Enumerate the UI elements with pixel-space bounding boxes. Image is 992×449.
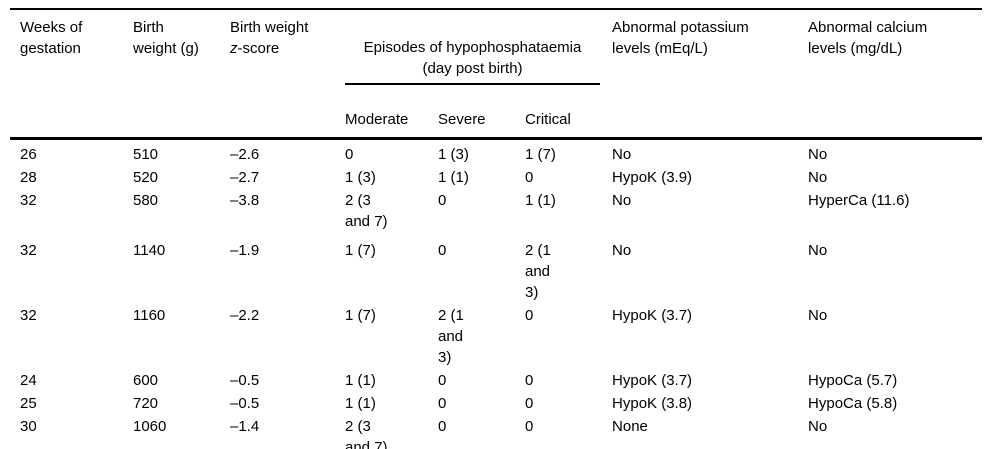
table-row: 32 580 –3.8 2 (3 and 7) 0 1 (1) No Hyper…	[10, 189, 982, 239]
table-cell: 0	[438, 395, 447, 412]
col-header-birth-weight: Birth weight (g)	[133, 9, 230, 140]
table-cell: 32	[20, 307, 37, 324]
table-cell: –0.5	[230, 395, 260, 412]
table-cell: 600	[133, 372, 159, 389]
table-cell: 0	[525, 418, 534, 435]
table-row: 25 720 –0.5 1 (1) 0 0 HypoK (3.8) HypoCa…	[10, 392, 982, 415]
table-cell: –2.6	[230, 146, 260, 163]
table-cell: –3.8	[230, 192, 260, 209]
zscore-text: Birth weight	[230, 19, 309, 36]
table-cell: 1 (1)	[438, 169, 469, 186]
col-header-moderate: Moderate	[345, 106, 438, 140]
table-cell: –1.9	[230, 242, 260, 259]
col-header-weeks: Weeks of gestation	[10, 9, 133, 140]
table-cell: 0	[345, 146, 354, 163]
table-row: 26 510 –2.6 0 1 (3) 1 (7) No No	[10, 139, 982, 167]
table-cell: 2 (3 and 7)	[345, 192, 388, 230]
table-cell: No	[808, 307, 828, 324]
table-cell: 2 (1 and 3)	[525, 242, 551, 301]
table-cell: –1.4	[230, 418, 260, 435]
table-cell: No	[808, 418, 828, 435]
table-cell: 32	[20, 242, 37, 259]
table-cell: –0.5	[230, 372, 260, 389]
table-cell: HypoK (3.7)	[612, 372, 693, 389]
table-cell: No	[612, 192, 632, 209]
table-cell: No	[612, 146, 632, 163]
episodes-group-title: Episodes of hypophosphataemia (day post …	[345, 37, 601, 85]
table-cell: 0	[438, 372, 447, 389]
table-row: 24 600 –0.5 1 (1) 0 0 HypoK (3.7) HypoCa…	[10, 369, 982, 392]
table-body: 26 510 –2.6 0 1 (3) 1 (7) No No 28 520 –…	[10, 139, 982, 449]
table-cell: 0	[525, 372, 534, 389]
table-cell: 1 (7)	[525, 146, 556, 163]
table-cell: No	[808, 146, 828, 163]
table-row: 32 1160 –2.2 1 (7) 2 (1 and 3) 0 HypoK (…	[10, 304, 982, 369]
table-header: Weeks of gestation Birth weight (g) Birt…	[10, 9, 983, 140]
table-cell: HypoK (3.9)	[612, 169, 693, 186]
table-cell: 0	[525, 395, 534, 412]
table-cell: No	[808, 242, 828, 259]
table-row: 28 520 –2.7 1 (3) 1 (1) 0 HypoK (3.9) No	[10, 166, 982, 189]
table-cell: 580	[133, 192, 159, 209]
table-cell: 26	[20, 146, 37, 163]
col-header-calcium: Abnormal calcium levels (mg/dL)	[808, 9, 983, 140]
table-cell: 2 (3 and 7)	[345, 418, 388, 449]
col-header-zscore: Birth weight z-score	[230, 9, 345, 140]
table-cell: 0	[438, 418, 447, 435]
table-cell: None	[612, 418, 648, 435]
col-header-episodes-group: Episodes of hypophosphataemia (day post …	[345, 9, 612, 106]
table-cell: 1 (1)	[345, 395, 376, 412]
table-cell: 1 (7)	[345, 307, 376, 324]
table-cell: 0	[438, 192, 447, 209]
table-cell: 1 (7)	[345, 242, 376, 259]
table-cell: 1 (1)	[525, 192, 556, 209]
table-cell: HypoCa (5.8)	[808, 395, 898, 412]
table-row: 32 1140 –1.9 1 (7) 0 2 (1 and 3) No No	[10, 239, 982, 304]
zscore-italic-z: z	[230, 40, 238, 57]
table-row: 30 1060 –1.4 2 (3 and 7) 0 0 None No	[10, 415, 982, 449]
table-cell: No	[612, 242, 632, 259]
header-row-2: Moderate Severe Critical	[10, 106, 982, 140]
table-cell: HypoK (3.7)	[612, 307, 693, 324]
table-cell: 1160	[133, 307, 166, 324]
table-cell: 24	[20, 372, 37, 389]
table-cell: 0	[525, 307, 534, 324]
table-cell: 25	[20, 395, 37, 412]
col-header-critical: Critical	[525, 106, 613, 140]
table-cell: 0	[438, 242, 447, 259]
table-cell: 720	[133, 395, 159, 412]
table-cell: 520	[133, 169, 159, 186]
table-cell: HypoCa (5.7)	[808, 372, 898, 389]
table-cell: –2.2	[230, 307, 260, 324]
table-cell: 32	[20, 192, 37, 209]
header-row-1: Weeks of gestation Birth weight (g) Birt…	[10, 9, 983, 140]
patients-table: Weeks of gestation Birth weight (g) Birt…	[10, 8, 983, 449]
zscore-suffix: -score	[237, 40, 280, 57]
table-cell: 30	[20, 418, 37, 435]
table-cell: –2.7	[230, 169, 260, 186]
table-cell: 2 (1 and 3)	[438, 307, 464, 366]
col-header-severe: Severe	[438, 106, 525, 140]
table-cell: HypoK (3.8)	[612, 395, 693, 412]
table-cell: HyperCa (11.6)	[808, 192, 910, 209]
table-cell: 28	[20, 169, 37, 186]
table-cell: 0	[525, 169, 534, 186]
col-header-potassium: Abnormal potassium levels (mEq/L)	[612, 9, 809, 140]
table-cell: 1 (3)	[345, 169, 376, 186]
table-cell: 1140	[133, 242, 166, 259]
table-cell: 1 (1)	[345, 372, 376, 389]
table-cell: 1 (3)	[438, 146, 469, 163]
table-cell: No	[808, 169, 828, 186]
table-cell: 510	[133, 146, 159, 163]
table-cell: 1060	[133, 418, 167, 435]
